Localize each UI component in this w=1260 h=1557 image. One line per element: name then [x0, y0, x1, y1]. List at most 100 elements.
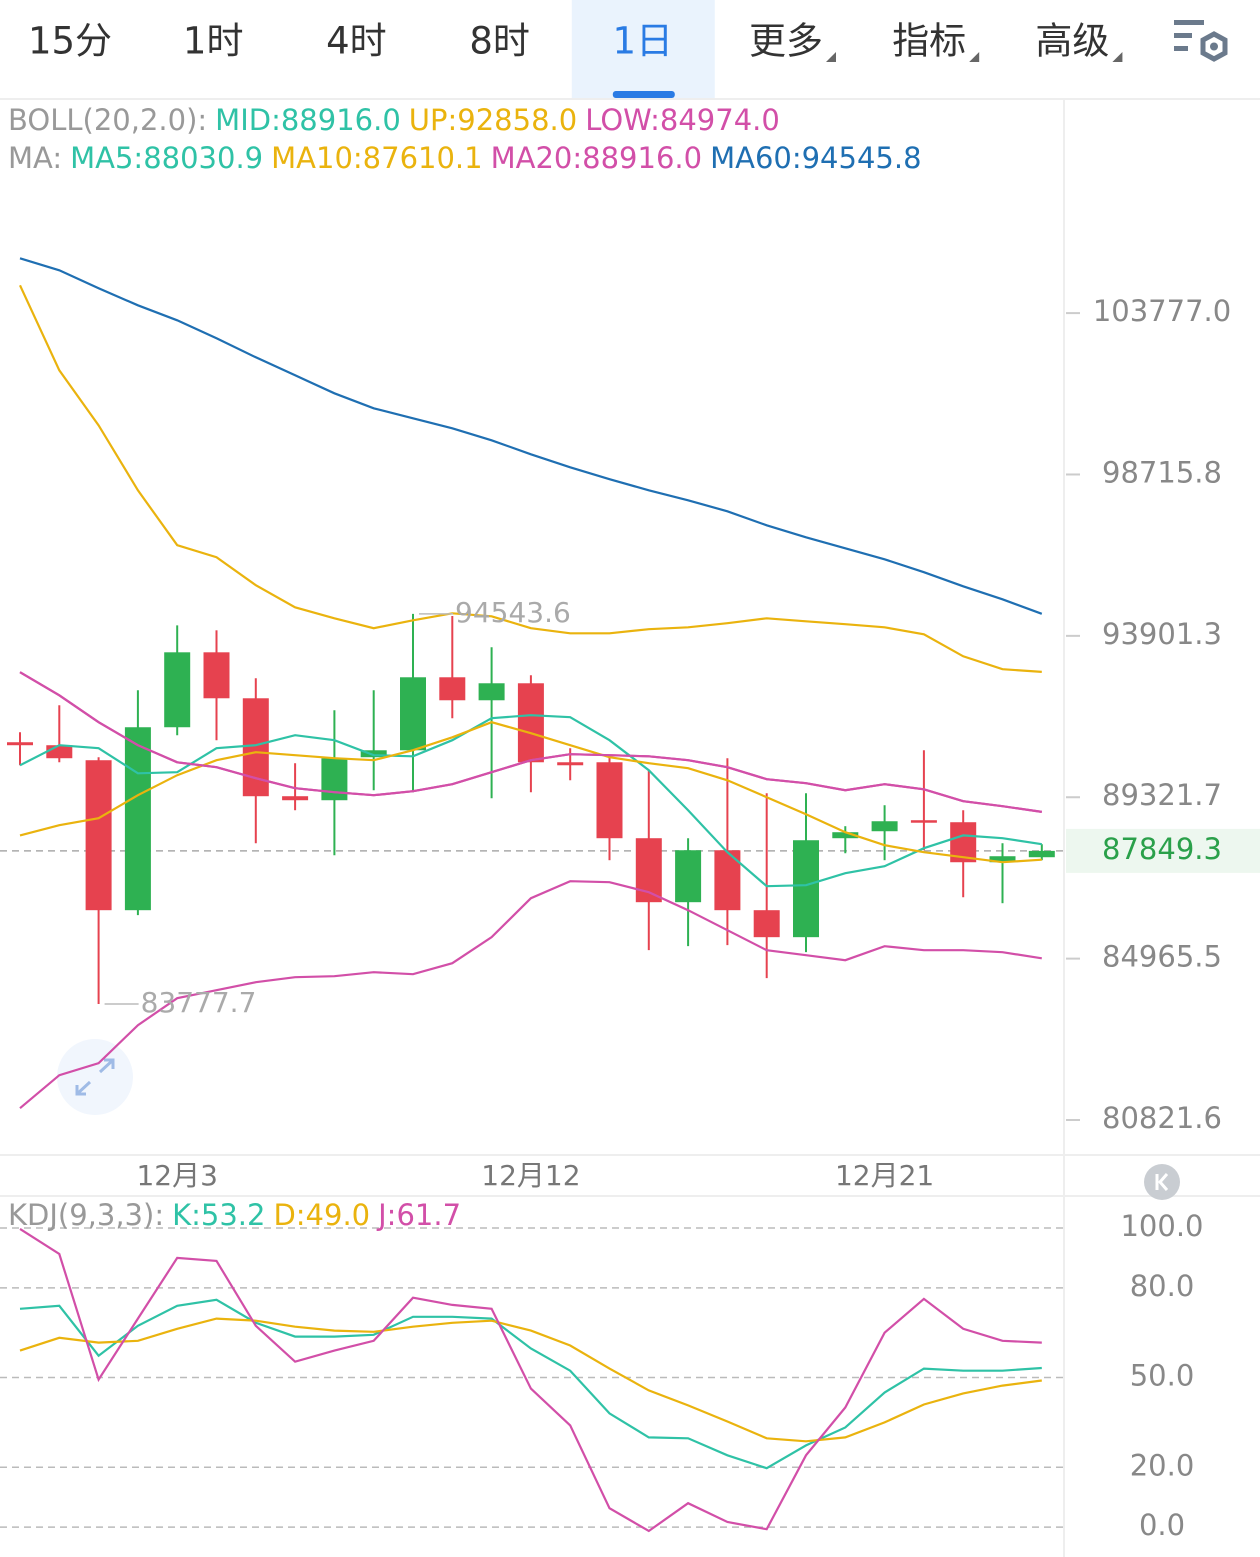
candle-body	[203, 652, 230, 699]
boll-line	[19, 284, 1042, 673]
icon-bar	[1174, 20, 1204, 25]
tab-label: 更多	[749, 20, 823, 63]
candle-body	[478, 683, 505, 701]
candle-body	[910, 820, 937, 823]
x-tick-label: 12月3	[136, 1159, 217, 1192]
dropdown-arrow	[826, 52, 836, 62]
expand-button[interactable]	[57, 1039, 133, 1115]
candle-body	[871, 821, 898, 832]
ma-line	[19, 721, 1042, 864]
legend-item: J:61.7	[376, 1198, 461, 1232]
tab[interactable]: 指标	[892, 20, 980, 63]
tab[interactable]: 高级	[1035, 20, 1123, 63]
candle-body	[400, 677, 426, 751]
indicator-legend: BOLL(20,2.0): MID:88916.0 UP:92858.0 LOW:84…	[8, 103, 780, 137]
candle-body	[124, 727, 151, 911]
candle-body	[753, 910, 780, 938]
tab-label: 15分	[28, 20, 112, 63]
candle-body	[793, 840, 819, 938]
tab[interactable]: 8时	[469, 20, 530, 63]
boll-line	[19, 880, 1042, 1110]
y-tick-label: 98715.8	[1102, 455, 1222, 489]
candle-body	[832, 832, 859, 839]
candle-body	[517, 683, 544, 763]
legend-item: LOW:84974.0	[585, 103, 780, 137]
kdj-line	[19, 1317, 1042, 1443]
indicator-legend: KDJ(9,3,3): K:53.2 D:49.0 J:61.7	[8, 1198, 461, 1232]
dropdown-arrow	[969, 52, 980, 62]
y-tick-label: 0.0	[1139, 1508, 1185, 1542]
extreme-label: 94543.6	[455, 596, 571, 629]
icon-gear-center	[1210, 42, 1218, 51]
legend-title: MA:	[8, 141, 62, 175]
tab[interactable]: 1时	[183, 20, 244, 63]
candle-body	[1028, 850, 1055, 858]
button-bg	[57, 1039, 133, 1115]
legend-item: MA20:88916.0	[491, 141, 702, 175]
settings-icon[interactable]	[1174, 20, 1228, 62]
candle-body	[7, 742, 33, 746]
button-bg	[1144, 1164, 1180, 1200]
tab[interactable]: 更多	[749, 20, 836, 63]
legend-item: MID:88916.0	[215, 103, 401, 137]
y-tick-label: 50.0	[1130, 1359, 1195, 1393]
legend-title: KDJ(9,3,3):	[8, 1198, 164, 1232]
tab[interactable]: 15分	[28, 20, 112, 63]
x-tick-label: 12月12	[481, 1159, 580, 1192]
candle-body	[675, 850, 702, 903]
y-tick-label: 80.0	[1130, 1269, 1195, 1303]
candle-body	[439, 677, 466, 701]
legend-item: UP:92858.0	[409, 103, 577, 137]
kdj-line	[19, 1298, 1042, 1470]
legend-item: K:53.2	[172, 1198, 265, 1232]
y-tick-label: 103777.0	[1093, 294, 1231, 328]
icon-gear	[1200, 31, 1228, 62]
candle-body	[164, 652, 191, 728]
dropdown-arrow	[1112, 52, 1123, 62]
back-button[interactable]	[1144, 1164, 1180, 1200]
legend-item: MA10:87610.1	[271, 141, 482, 175]
current-price-bg	[1066, 828, 1260, 873]
candle-body	[557, 762, 584, 766]
tab-indicator	[612, 91, 675, 98]
back-icon	[1155, 1173, 1169, 1191]
candle-body	[85, 760, 112, 911]
expand-icon	[75, 1058, 115, 1096]
current-price-label: 87849.3	[1102, 832, 1222, 866]
tab-label: 高级	[1035, 20, 1109, 63]
tab-label: 1日	[613, 20, 674, 63]
legend-title: BOLL(20,2.0):	[8, 103, 207, 137]
y-tick-label: 89321.7	[1102, 778, 1222, 812]
candle-body	[360, 750, 387, 758]
extreme-label: 83777.7	[141, 986, 257, 1019]
y-tick-label: 80821.6	[1102, 1101, 1222, 1135]
legend-item: MA5:88030.9	[70, 141, 263, 175]
tab[interactable]: 4时	[326, 20, 387, 63]
legend-item: D:49.0	[273, 1198, 370, 1232]
legend-item: MA60:94545.8	[710, 141, 921, 175]
indicator-legend: MA: MA5:88030.9 MA10:87610.1 MA20:88916.0 MA…	[8, 141, 922, 175]
candle-body	[46, 745, 73, 759]
y-tick-label: 100.0	[1120, 1209, 1203, 1243]
ma-line	[19, 257, 1043, 615]
ma-line	[19, 671, 1042, 813]
candle-body	[282, 796, 309, 801]
icon-bar	[1174, 33, 1192, 38]
kdj-line	[19, 1227, 1042, 1533]
tab[interactable]: 1日	[571, 0, 715, 98]
candle-body	[596, 762, 623, 839]
tab-label: 1时	[183, 20, 244, 63]
tab-label: 4时	[326, 20, 387, 63]
icon-bar	[1174, 46, 1188, 51]
y-tick-label: 20.0	[1130, 1448, 1195, 1482]
y-tick-label: 93901.3	[1102, 617, 1222, 651]
y-tick-label: 84965.5	[1102, 940, 1222, 974]
tab-label: 8时	[469, 20, 530, 63]
tab-active-bg	[571, 0, 715, 98]
candle-body	[989, 856, 1016, 863]
x-tick-label: 12月21	[835, 1159, 934, 1192]
tab-label: 指标	[892, 20, 966, 63]
